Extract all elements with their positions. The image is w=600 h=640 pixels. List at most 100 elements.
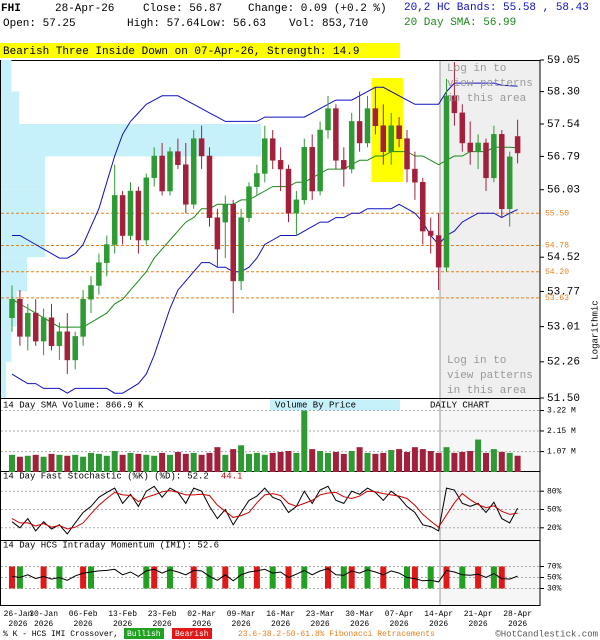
x-tick-year: 2026 bbox=[231, 620, 250, 629]
volume-bar bbox=[190, 452, 197, 472]
volume-bar bbox=[467, 451, 474, 472]
volume-bar bbox=[167, 454, 173, 472]
bearish-signal bbox=[443, 566, 450, 589]
candle-body bbox=[380, 125, 387, 152]
volume-bar bbox=[230, 449, 237, 472]
volume-bar bbox=[498, 451, 505, 472]
bullish-signal bbox=[167, 566, 173, 589]
sma-legend: 20 Day SMA: 56.99 bbox=[404, 17, 516, 29]
fib-label: 53.63 bbox=[545, 294, 569, 303]
bullish-signal bbox=[459, 566, 466, 589]
y-tick-label: 53.01 bbox=[547, 322, 580, 334]
volume-by-price-bar bbox=[1, 189, 46, 224]
y-tick-label: 56.03 bbox=[547, 185, 580, 197]
candle-body bbox=[32, 312, 39, 342]
x-tick-year: 2026 bbox=[350, 620, 369, 629]
candle-body bbox=[88, 285, 94, 300]
bearish-signal bbox=[411, 566, 418, 589]
x-tick-label: 13-Feb bbox=[108, 610, 137, 619]
indicator-line bbox=[11, 485, 519, 535]
bullish-signal bbox=[340, 566, 347, 589]
y-tick-label: 51.50 bbox=[547, 393, 580, 405]
candle-body bbox=[198, 138, 205, 157]
candle-body bbox=[435, 235, 442, 268]
volume-bar bbox=[238, 445, 245, 472]
open: Open: 57.25 bbox=[3, 18, 76, 30]
candle-body bbox=[230, 204, 236, 282]
pattern-banner-bg bbox=[0, 43, 400, 58]
volume-bar bbox=[459, 451, 466, 472]
volume-bar bbox=[380, 452, 387, 472]
candle-body bbox=[277, 160, 284, 170]
candle-body bbox=[499, 134, 505, 209]
y-tick-label: 2.15 M bbox=[547, 427, 576, 436]
volume-bar bbox=[490, 449, 497, 472]
volume-by-price-bar bbox=[1, 156, 46, 190]
bearish-signal bbox=[498, 566, 505, 589]
locked-area-lower bbox=[440, 399, 540, 606]
candle-body bbox=[222, 204, 229, 223]
footer-legend: % K - HCS IMI Crossover, bbox=[3, 630, 118, 639]
candle-body bbox=[9, 299, 15, 319]
volume-bar bbox=[88, 452, 94, 472]
y-tick-label: 52.26 bbox=[547, 357, 580, 369]
y-tick-label: 70% bbox=[547, 563, 562, 572]
axis-note: Logarithmic bbox=[590, 300, 600, 359]
close: Close: 56.87 bbox=[143, 3, 222, 15]
candle-body bbox=[325, 108, 331, 131]
panel-value: 52.2 bbox=[187, 471, 209, 481]
candle-body bbox=[412, 168, 418, 183]
x-tick-year: 2026 bbox=[73, 620, 92, 629]
x-tick-label: 02-Mar bbox=[187, 610, 216, 619]
candle-body bbox=[127, 190, 134, 236]
volume-bar bbox=[356, 447, 363, 472]
volume-bar bbox=[253, 452, 260, 472]
vbp-label-bg bbox=[270, 399, 400, 411]
volume-bar bbox=[182, 453, 189, 472]
volume-by-price-bar bbox=[1, 91, 20, 125]
login-note: view patterns bbox=[447, 78, 533, 90]
volume: Vol: 853,710 bbox=[289, 18, 368, 30]
volume-bar bbox=[32, 454, 39, 472]
volume-by-price-bar bbox=[1, 326, 12, 362]
volume-bar bbox=[48, 453, 55, 472]
candle-body bbox=[167, 151, 173, 192]
bands-legend: 20,2 HC Bands: 55.58 , 58.43 bbox=[404, 2, 589, 14]
volume-bar bbox=[206, 452, 213, 472]
y-tick-label: 20% bbox=[547, 524, 562, 533]
candle-body bbox=[420, 181, 426, 232]
x-tick-year: 2026 bbox=[8, 620, 27, 629]
candle-body bbox=[427, 230, 434, 236]
volume-bar bbox=[388, 450, 395, 472]
date: 28-Apr-26 bbox=[55, 3, 114, 15]
candle-body bbox=[506, 156, 513, 209]
y-tick-label: 3.22 M bbox=[547, 407, 576, 416]
bearish-signal bbox=[475, 566, 482, 589]
candle-body bbox=[301, 147, 308, 201]
y-tick-label: 57.54 bbox=[547, 119, 580, 131]
volume-bar bbox=[111, 451, 118, 472]
volume-bar bbox=[325, 452, 331, 472]
volume-bar bbox=[174, 451, 181, 472]
y-tick-label: 53.77 bbox=[547, 286, 580, 298]
volume-bar bbox=[411, 447, 418, 472]
volume-bar bbox=[293, 452, 300, 472]
y-tick-label: 54.52 bbox=[547, 252, 580, 264]
volume-bar bbox=[103, 455, 110, 472]
bearish-signal bbox=[190, 566, 197, 589]
volume-bar bbox=[9, 454, 15, 472]
volume-bar bbox=[95, 453, 102, 472]
fib-label: 55.50 bbox=[545, 209, 569, 218]
candle-body bbox=[183, 164, 189, 205]
volume-bar bbox=[40, 456, 47, 472]
y-tick-label: 1.07 M bbox=[547, 448, 576, 457]
bullish-signal bbox=[364, 566, 371, 589]
bullish-signal bbox=[143, 566, 150, 589]
x-tick-label: 26-Jan bbox=[4, 610, 33, 619]
volume-bar bbox=[317, 451, 324, 472]
footer-fib-note: 23.6-38.2-50-61.8% Fibonacci Retracement… bbox=[238, 630, 435, 639]
sma bbox=[11, 146, 518, 328]
x-tick-label: 06-Feb bbox=[69, 610, 98, 619]
volume-bar bbox=[72, 454, 79, 472]
